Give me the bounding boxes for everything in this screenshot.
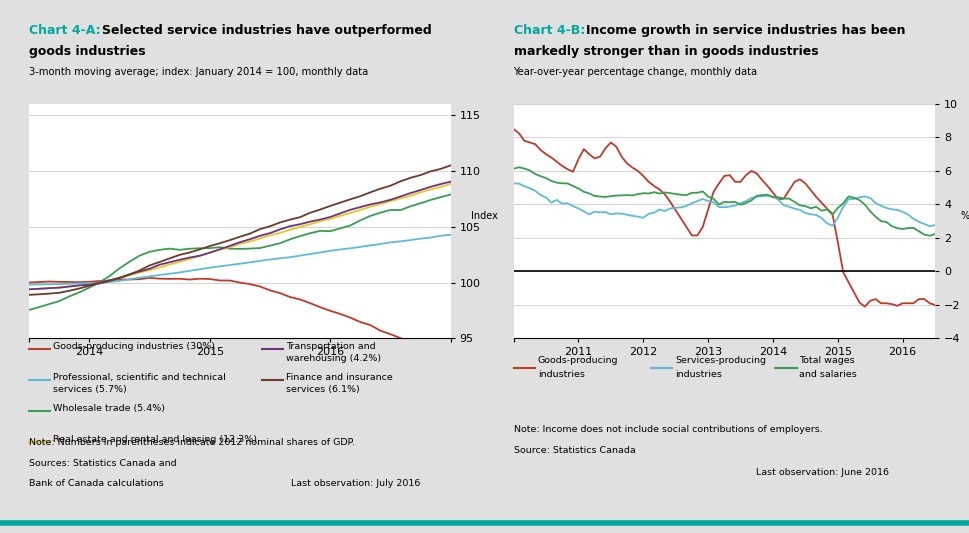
- Text: Goods-producing: Goods-producing: [538, 357, 618, 365]
- Text: Chart 4-A:: Chart 4-A:: [29, 24, 101, 37]
- Text: Total wages: Total wages: [799, 357, 855, 365]
- Text: services (6.1%): services (6.1%): [286, 385, 359, 394]
- Text: 3-month moving average; index: January 2014 = 100, monthly data: 3-month moving average; index: January 2…: [29, 67, 368, 77]
- Text: Source: Statistics Canada: Source: Statistics Canada: [514, 446, 636, 455]
- Y-axis label: %: %: [960, 211, 969, 221]
- Text: Income growth in service industries has been: Income growth in service industries has …: [586, 24, 906, 37]
- Text: Last observation: June 2016: Last observation: June 2016: [756, 469, 889, 478]
- Text: Transportation and: Transportation and: [286, 342, 375, 351]
- Text: Sources: Statistics Canada and: Sources: Statistics Canada and: [29, 459, 176, 469]
- Text: goods industries: goods industries: [29, 45, 145, 58]
- Text: and salaries: and salaries: [799, 370, 858, 379]
- Y-axis label: Index: Index: [471, 211, 498, 221]
- Text: markedly stronger than in goods industries: markedly stronger than in goods industri…: [514, 45, 818, 58]
- Text: Professional, scientific and technical: Professional, scientific and technical: [53, 373, 226, 382]
- Text: Year-over-year percentage change, monthly data: Year-over-year percentage change, monthl…: [514, 67, 758, 77]
- Text: Last observation: July 2016: Last observation: July 2016: [291, 479, 421, 488]
- Text: Services-producing: Services-producing: [675, 357, 766, 365]
- Text: industries: industries: [538, 370, 584, 379]
- Text: Bank of Canada calculations: Bank of Canada calculations: [29, 479, 164, 488]
- Text: warehousing (4.2%): warehousing (4.2%): [286, 354, 381, 363]
- Text: Wholesale trade (5.4%): Wholesale trade (5.4%): [53, 404, 166, 413]
- Text: Real estate and rental and leasing (12.3%): Real estate and rental and leasing (12.3…: [53, 435, 258, 443]
- Text: Note: Numbers in parentheses indicate 2012 nominal shares of GDP.: Note: Numbers in parentheses indicate 20…: [29, 438, 355, 447]
- Text: Selected service industries have outperformed: Selected service industries have outperf…: [102, 24, 431, 37]
- Text: services (5.7%): services (5.7%): [53, 385, 127, 394]
- Text: Note: Income does not include social contributions of employers.: Note: Income does not include social con…: [514, 425, 823, 434]
- Text: Finance and insurance: Finance and insurance: [286, 373, 392, 382]
- Text: Chart 4-B:: Chart 4-B:: [514, 24, 585, 37]
- Text: Goods-producing industries (30%): Goods-producing industries (30%): [53, 342, 215, 351]
- Text: industries: industries: [675, 370, 722, 379]
